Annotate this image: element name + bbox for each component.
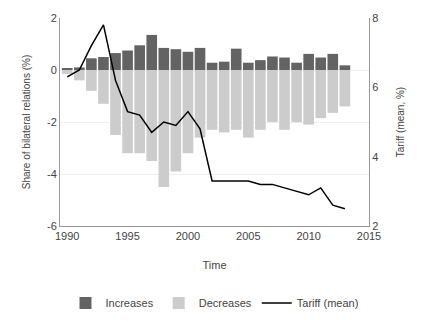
- svg-text:Time: Time: [202, 259, 226, 271]
- svg-text:4: 4: [372, 151, 378, 163]
- svg-text:2015: 2015: [357, 230, 381, 242]
- svg-text:2005: 2005: [236, 230, 260, 242]
- svg-text:1990: 1990: [55, 230, 79, 242]
- svg-text:Tariff (mean, %): Tariff (mean, %): [395, 87, 406, 157]
- svg-text:8: 8: [372, 12, 378, 24]
- svg-text:2: 2: [372, 220, 378, 232]
- svg-text:Share of bilateral relations (: Share of bilateral relations (%): [21, 55, 32, 190]
- svg-text:1995: 1995: [115, 230, 139, 242]
- svg-text:2010: 2010: [296, 230, 320, 242]
- svg-text:2: 2: [51, 12, 57, 24]
- svg-text:2000: 2000: [176, 230, 200, 242]
- svg-text:0: 0: [51, 64, 57, 76]
- svg-text:6: 6: [372, 81, 378, 93]
- svg-text:Tariff (mean): Tariff (mean): [297, 297, 359, 309]
- svg-text:-4: -4: [47, 168, 57, 180]
- svg-text:-6: -6: [47, 220, 57, 232]
- svg-text:Decreases: Decreases: [199, 297, 252, 309]
- svg-text:-2: -2: [47, 116, 57, 128]
- svg-text:Increases: Increases: [106, 297, 154, 309]
